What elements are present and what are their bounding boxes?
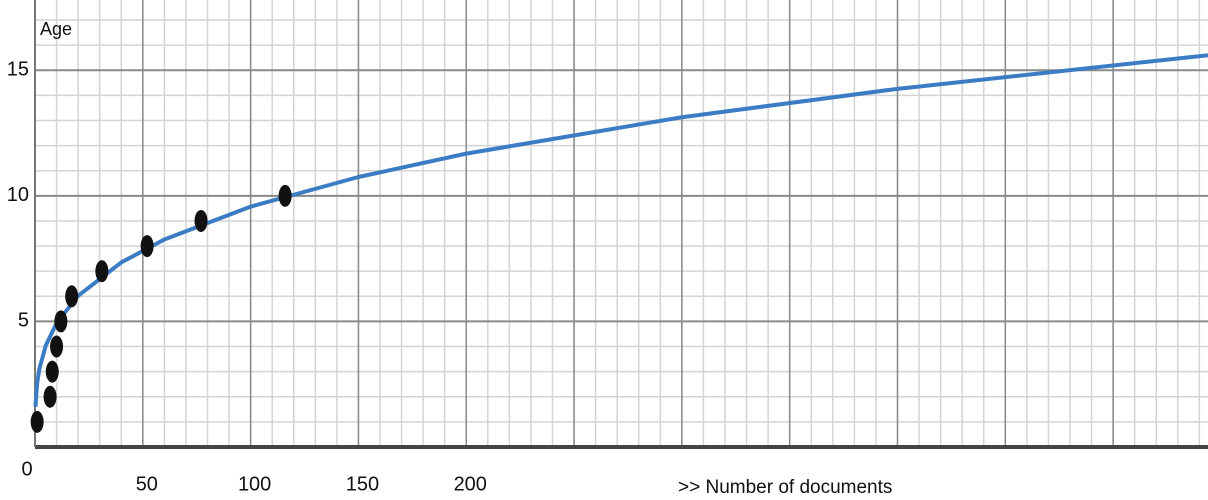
data-point xyxy=(45,360,59,383)
data-point xyxy=(278,184,292,207)
data-point xyxy=(65,285,79,308)
data-point xyxy=(140,235,154,258)
data-point xyxy=(30,410,44,433)
data-point xyxy=(194,209,208,232)
x-tick-label: 200 xyxy=(454,473,487,495)
y-tick-label: 5 xyxy=(18,310,29,332)
data-point xyxy=(95,260,109,283)
x-tick-label: 0 xyxy=(21,458,32,480)
x-axis-label: >> Number of documents xyxy=(678,477,892,498)
y-tick-label: 10 xyxy=(7,184,29,206)
y-axis-label: Age xyxy=(40,19,72,39)
x-tick-label: 50 xyxy=(136,473,158,495)
plot xyxy=(30,53,1208,433)
data-point xyxy=(50,335,64,358)
grid xyxy=(34,0,1208,449)
data-point xyxy=(43,385,57,408)
y-tick-label: 15 xyxy=(7,59,29,81)
x-tick-label: 100 xyxy=(238,473,271,495)
data-point xyxy=(54,310,68,333)
x-tick-label: 150 xyxy=(346,473,379,495)
